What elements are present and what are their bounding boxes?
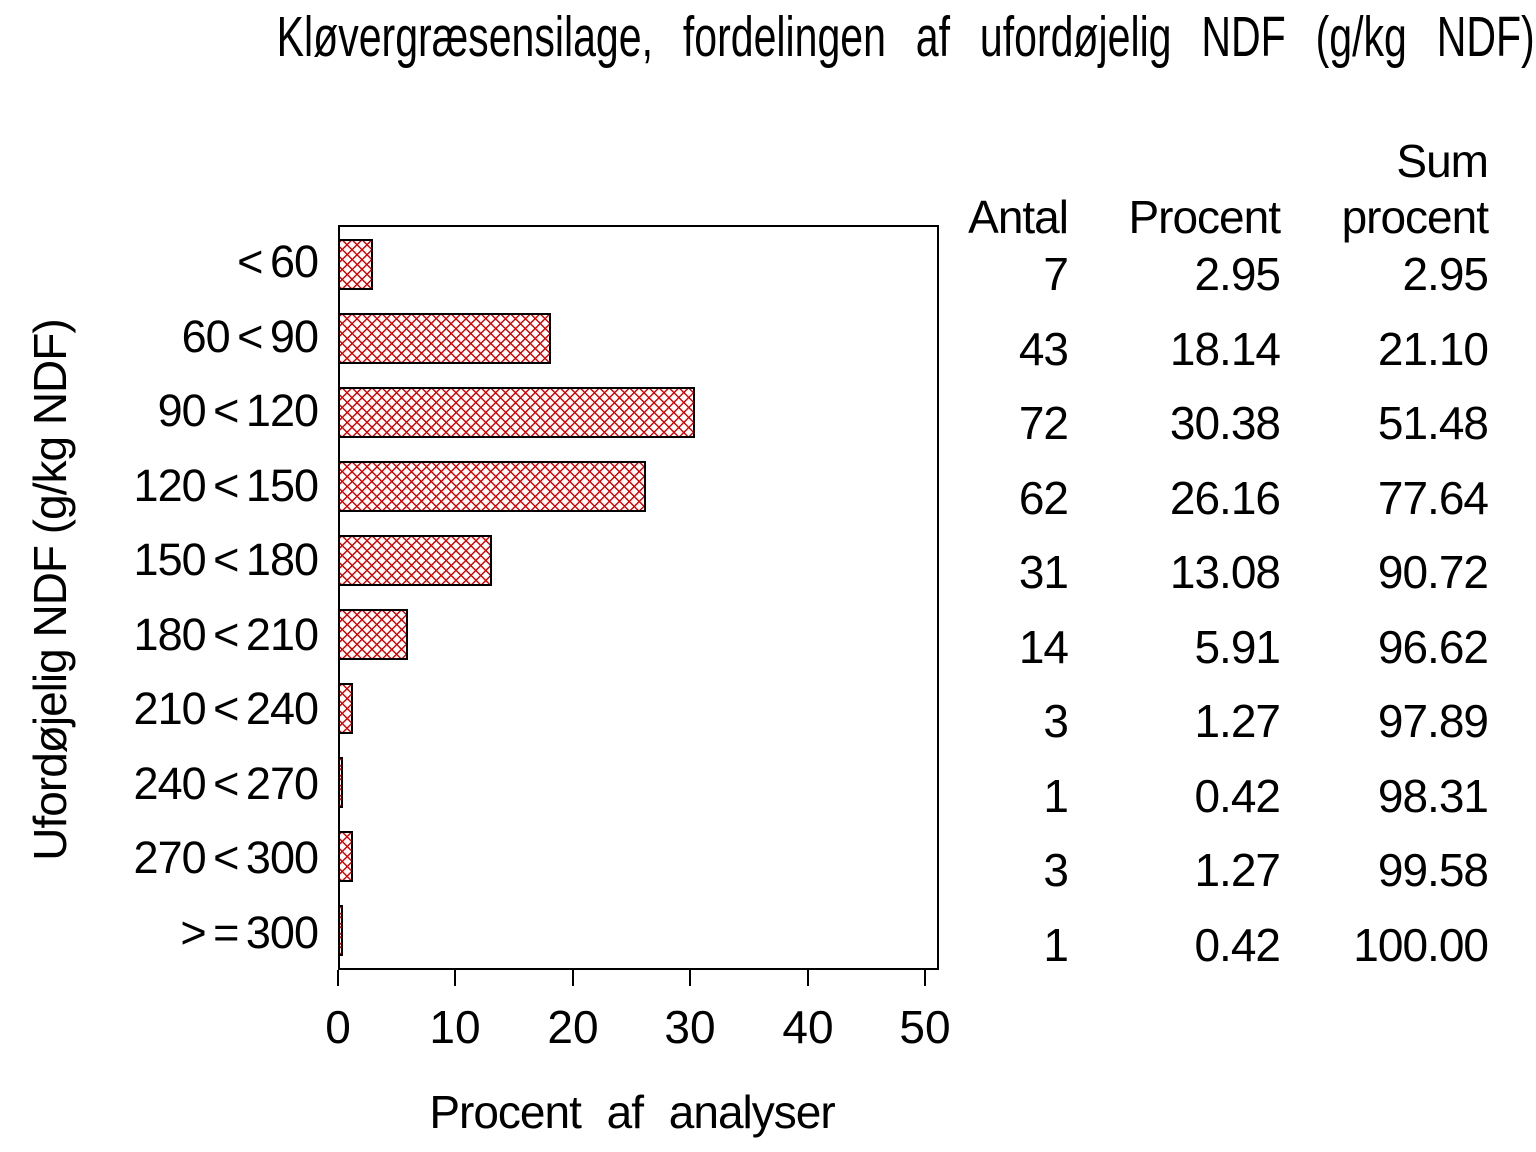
bar-row <box>338 375 928 449</box>
category-label: 150 < 180 <box>133 534 319 586</box>
chart-title: Kløvergræsensilage, fordelingen af uford… <box>32 6 1536 68</box>
column-header-antal: Antal <box>968 191 1069 243</box>
bar <box>338 609 408 661</box>
cell-sum-procent: 2.95 <box>1402 248 1489 301</box>
cell-antal: 3 <box>1043 844 1069 897</box>
cell-antal: 1 <box>1043 769 1069 822</box>
category-label: 210 < 240 <box>133 683 319 735</box>
table-row: 43 18.14 21.10 <box>940 312 1489 387</box>
x-axis: 0 10 20 30 40 50 <box>325 970 951 1060</box>
category-label: 90 < 120 <box>157 385 319 437</box>
cell-procent: 0.42 <box>1194 918 1281 971</box>
cell-procent: 30.38 <box>1169 397 1281 450</box>
bar-row <box>338 820 928 894</box>
category-label: < 60 <box>237 236 319 288</box>
cell-sum-procent: 21.10 <box>1377 322 1489 375</box>
cell-sum-procent: 90.72 <box>1377 546 1489 599</box>
cell-sum-procent: 98.31 <box>1377 769 1489 822</box>
bar-row <box>338 894 928 968</box>
column-header-sum-procent: Sum procent <box>1280 133 1489 245</box>
bar-row <box>338 523 928 597</box>
cell-procent: 13.08 <box>1169 546 1281 599</box>
cell-sum-procent: 77.64 <box>1377 471 1489 524</box>
table-row: 72 30.38 51.48 <box>940 386 1489 461</box>
tick-label: 0 <box>325 1001 351 1053</box>
bar-row <box>338 301 928 375</box>
bar <box>338 905 343 957</box>
cell-sum-procent: 99.58 <box>1377 844 1489 897</box>
bar <box>338 683 353 735</box>
bar <box>338 386 696 438</box>
cell-antal: 72 <box>1018 397 1069 450</box>
cell-procent: 0.42 <box>1194 769 1281 822</box>
bar <box>338 238 373 290</box>
category-label: 120 < 150 <box>133 459 319 511</box>
stats-table: 7 2.95 2.95 43 18.14 21.10 72 30.38 51.4… <box>940 237 1489 983</box>
bar-row <box>338 449 928 523</box>
table-row: 7 2.95 2.95 <box>940 237 1489 312</box>
cell-antal: 1 <box>1043 918 1069 971</box>
cell-antal: 14 <box>1018 620 1069 673</box>
cell-sum-procent: 51.48 <box>1377 397 1489 450</box>
cell-sum-procent: 97.89 <box>1377 695 1489 748</box>
bar <box>338 534 492 586</box>
table-row: 1 0.42 98.31 <box>940 759 1489 834</box>
cell-antal: 3 <box>1043 695 1069 748</box>
tick-label: 10 <box>429 1001 481 1053</box>
tick-label: 30 <box>664 1001 716 1053</box>
cell-sum-procent: 96.62 <box>1377 620 1489 673</box>
table-row: 14 5.91 96.62 <box>940 610 1489 685</box>
tick-mark <box>689 970 691 986</box>
tick-label: 40 <box>782 1001 834 1053</box>
bar <box>338 460 646 512</box>
bar <box>338 312 552 364</box>
category-label: 240 < 270 <box>133 757 319 809</box>
category-label: 180 < 210 <box>133 608 319 660</box>
cell-antal: 62 <box>1018 471 1069 524</box>
bar-row <box>338 597 928 671</box>
cell-sum-procent: 100.00 <box>1353 918 1489 971</box>
cell-procent: 5.91 <box>1194 620 1281 673</box>
bar <box>338 831 353 883</box>
bar <box>338 757 343 809</box>
table-row: 31 13.08 90.72 <box>940 535 1489 610</box>
column-header-sum-line1: Sum <box>1396 135 1489 187</box>
category-label: 270 < 300 <box>133 832 319 884</box>
chart-title-text: Kløvergræsensilage, fordelingen af uford… <box>276 5 1535 69</box>
cell-procent: 2.95 <box>1194 248 1281 301</box>
column-header-procent: Procent <box>1128 191 1281 243</box>
cell-procent: 1.27 <box>1194 695 1281 748</box>
cell-procent: 26.16 <box>1169 471 1281 524</box>
table-row: 1 0.42 100.00 <box>940 908 1489 983</box>
tick-mark <box>572 970 574 986</box>
category-label: 60 < 90 <box>181 310 319 362</box>
bar-row <box>338 672 928 746</box>
cell-procent: 1.27 <box>1194 844 1281 897</box>
tick-mark <box>807 970 809 986</box>
cell-antal: 43 <box>1018 322 1069 375</box>
tick-mark <box>337 970 339 986</box>
y-category-labels: < 60 60 < 90 90 < 120 120 < 150 150 < 18… <box>0 225 319 970</box>
column-header-sum-line2: procent <box>1341 191 1489 243</box>
table-row: 3 1.27 97.89 <box>940 684 1489 759</box>
cell-antal: 7 <box>1043 248 1069 301</box>
tick-label: 20 <box>547 1001 599 1053</box>
table-row: 3 1.27 99.58 <box>940 833 1489 908</box>
tick-mark <box>924 970 926 986</box>
table-row: 62 26.16 77.64 <box>940 461 1489 536</box>
cell-antal: 31 <box>1018 546 1069 599</box>
x-axis-label: Procent af analyser <box>429 1086 835 1138</box>
bar-row <box>338 746 928 820</box>
tick-mark <box>454 970 456 986</box>
bar-row <box>338 227 928 301</box>
tick-label: 50 <box>899 1001 951 1053</box>
plot-area <box>338 225 939 970</box>
category-label: > = 300 <box>180 906 319 958</box>
cell-procent: 18.14 <box>1169 322 1281 375</box>
